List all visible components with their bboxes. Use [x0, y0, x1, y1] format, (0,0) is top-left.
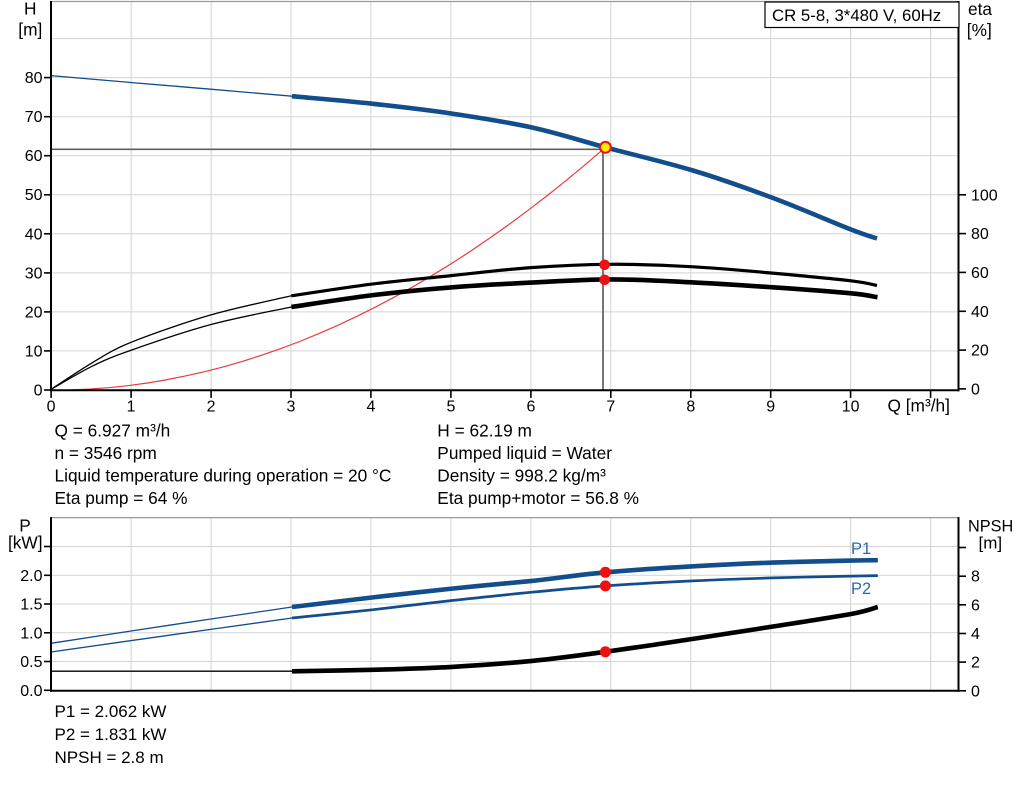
- svg-text:0: 0: [971, 683, 980, 700]
- svg-text:CR 5-8, 3*480 V, 60Hz: CR 5-8, 3*480 V, 60Hz: [772, 6, 941, 25]
- svg-text:[kW]: [kW]: [8, 533, 43, 553]
- svg-text:8: 8: [971, 569, 980, 586]
- svg-text:60: 60: [971, 265, 989, 282]
- svg-text:[%]: [%]: [967, 20, 992, 40]
- svg-text:H = 62.19 m: H = 62.19 m: [437, 421, 532, 441]
- svg-text:30: 30: [25, 265, 43, 282]
- svg-text:4: 4: [971, 626, 980, 643]
- svg-text:2.0: 2.0: [20, 568, 42, 585]
- svg-text:2: 2: [971, 655, 980, 672]
- svg-text:H: H: [24, 0, 36, 19]
- svg-text:P2: P2: [851, 580, 871, 598]
- svg-text:100: 100: [971, 187, 998, 204]
- svg-text:50: 50: [25, 187, 43, 204]
- svg-text:80: 80: [25, 70, 43, 87]
- svg-text:20: 20: [971, 343, 989, 360]
- svg-text:Density = 998.2 kg/m³: Density = 998.2 kg/m³: [437, 466, 606, 486]
- svg-text:5: 5: [446, 399, 455, 416]
- svg-text:Q [m³/h]: Q [m³/h]: [888, 396, 950, 416]
- svg-text:0.5: 0.5: [20, 654, 42, 671]
- svg-text:Eta pump = 64 %: Eta pump = 64 %: [55, 488, 188, 508]
- svg-text:P1 = 2.062 kW: P1 = 2.062 kW: [55, 702, 167, 721]
- svg-text:1.0: 1.0: [20, 625, 42, 642]
- svg-text:[m]: [m]: [979, 534, 1003, 553]
- svg-text:20: 20: [25, 304, 43, 321]
- svg-text:NPSH = 2.8 m: NPSH = 2.8 m: [55, 748, 164, 767]
- svg-text:4: 4: [366, 399, 375, 416]
- svg-text:10: 10: [25, 343, 43, 360]
- svg-text:7: 7: [606, 399, 615, 416]
- svg-text:6: 6: [971, 597, 980, 614]
- svg-text:Q = 6.927 m³/h: Q = 6.927 m³/h: [55, 421, 171, 441]
- svg-text:0: 0: [34, 383, 43, 400]
- svg-text:eta: eta: [968, 0, 992, 19]
- svg-text:70: 70: [25, 109, 43, 126]
- svg-text:NPSH: NPSH: [968, 518, 1013, 536]
- svg-text:80: 80: [971, 226, 989, 243]
- svg-text:9: 9: [766, 399, 775, 416]
- svg-text:1: 1: [127, 399, 136, 416]
- svg-text:0: 0: [971, 381, 980, 398]
- svg-text:3: 3: [287, 399, 296, 416]
- svg-text:Pumped liquid = Water: Pumped liquid = Water: [437, 443, 612, 463]
- svg-text:P1: P1: [851, 540, 871, 558]
- svg-text:2: 2: [207, 399, 216, 416]
- svg-text:40: 40: [25, 226, 43, 243]
- svg-text:P2 = 1.831 kW: P2 = 1.831 kW: [55, 725, 167, 744]
- svg-text:6: 6: [526, 399, 535, 416]
- svg-text:10: 10: [842, 399, 860, 416]
- svg-text:8: 8: [686, 399, 695, 416]
- svg-text:Eta pump+motor = 56.8 %: Eta pump+motor = 56.8 %: [437, 488, 639, 508]
- svg-text:60: 60: [25, 148, 43, 165]
- svg-text:[m]: [m]: [18, 19, 42, 39]
- svg-text:0: 0: [47, 399, 56, 416]
- svg-text:1.5: 1.5: [20, 597, 42, 614]
- svg-text:n = 3546 rpm: n = 3546 rpm: [55, 443, 157, 463]
- svg-text:Liquid temperature during oper: Liquid temperature during operation = 20…: [55, 466, 392, 486]
- svg-text:0.0: 0.0: [20, 683, 42, 700]
- svg-text:P: P: [19, 516, 31, 536]
- svg-text:40: 40: [971, 304, 989, 321]
